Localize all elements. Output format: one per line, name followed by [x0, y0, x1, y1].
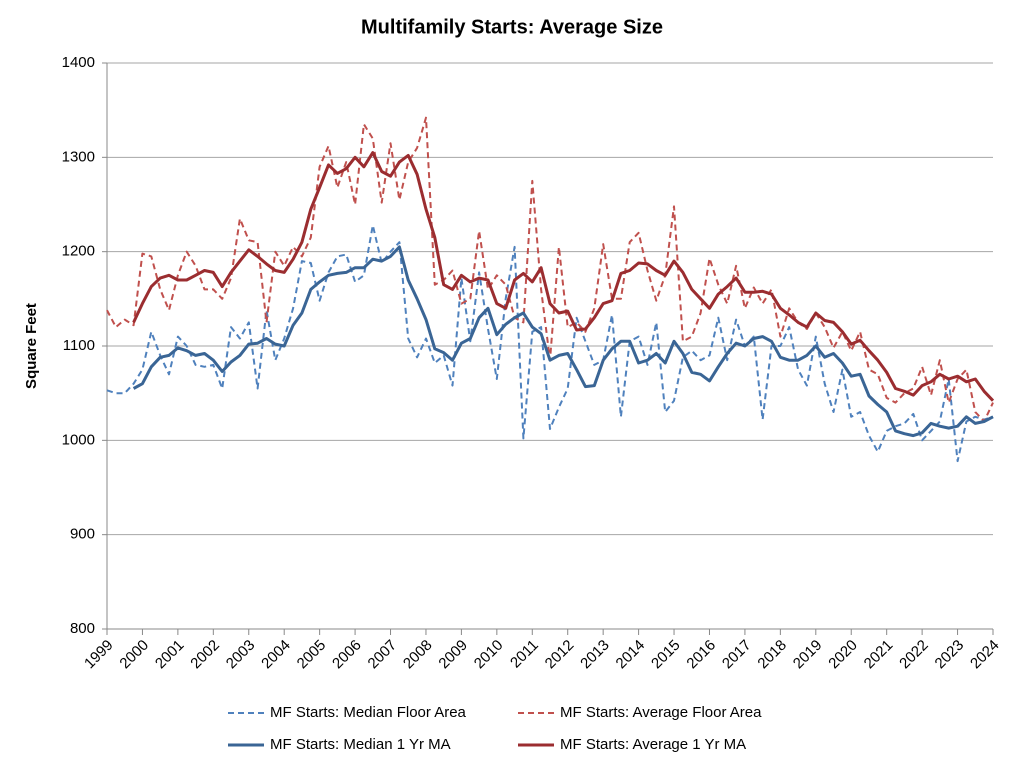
x-tick-label: 2022 — [896, 637, 932, 673]
y-tick-label: 1400 — [62, 54, 95, 71]
x-tick-label: 2003 — [223, 637, 259, 673]
x-tick-label: 2012 — [542, 637, 578, 673]
series-line — [106, 224, 994, 463]
series-line — [132, 151, 995, 402]
legend-label: MF Starts: Average Floor Area — [560, 704, 762, 721]
y-tick-label: 1300 — [62, 148, 95, 165]
x-tick-label: 2001 — [152, 637, 188, 673]
legend-label: MF Starts: Average 1 Yr MA — [560, 736, 746, 753]
y-tick-label: 1200 — [62, 243, 95, 260]
x-tick-label: 2000 — [116, 637, 152, 673]
x-tick-label: 2013 — [577, 637, 613, 673]
series-line — [132, 245, 994, 438]
x-tick-label: 2021 — [861, 637, 897, 673]
y-tick-label: 1000 — [62, 431, 95, 448]
x-tick-label: 2004 — [258, 637, 294, 673]
x-tick-label: 2020 — [825, 637, 861, 673]
x-tick-label: 2019 — [790, 637, 826, 673]
x-tick-label: 2024 — [967, 637, 1003, 673]
legend-label: MF Starts: Median Floor Area — [270, 704, 467, 721]
x-tick-label: 2009 — [435, 637, 471, 673]
x-tick-label: 2016 — [683, 637, 719, 673]
y-tick-label: 800 — [70, 620, 95, 637]
chart-title: Multifamily Starts: Average Size — [361, 16, 663, 38]
x-tick-label: 2018 — [754, 637, 790, 673]
x-tick-label: 2008 — [400, 637, 436, 673]
x-tick-label: 1999 — [81, 637, 117, 673]
x-tick-label: 2011 — [507, 637, 542, 672]
x-tick-label: 2005 — [294, 637, 330, 673]
y-tick-label: 1100 — [63, 337, 95, 354]
legend-label: MF Starts: Median 1 Yr MA — [270, 736, 451, 753]
x-tick-label: 2002 — [187, 637, 223, 673]
x-tick-label: 2007 — [365, 637, 401, 673]
x-tick-label: 2023 — [932, 637, 968, 673]
y-tick-label: 900 — [70, 526, 95, 543]
x-tick-label: 2014 — [613, 637, 649, 673]
x-tick-label: 2006 — [329, 637, 365, 673]
x-tick-label: 2010 — [471, 637, 507, 673]
x-tick-label: 2015 — [648, 637, 684, 673]
x-tick-label: 2017 — [719, 637, 755, 673]
y-axis-label: Square Feet — [23, 303, 40, 389]
